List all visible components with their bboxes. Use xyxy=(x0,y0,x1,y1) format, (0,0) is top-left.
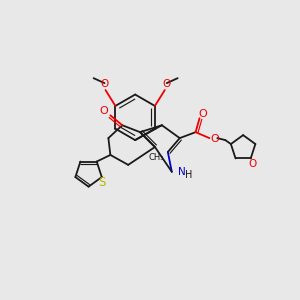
Text: CH₃: CH₃ xyxy=(148,153,164,162)
Text: O: O xyxy=(249,159,257,170)
Text: O: O xyxy=(198,109,207,119)
Text: S: S xyxy=(98,176,106,188)
Text: O: O xyxy=(163,79,171,89)
Text: H: H xyxy=(185,170,192,180)
Text: N: N xyxy=(178,167,186,177)
Text: O: O xyxy=(100,79,109,89)
Text: O: O xyxy=(210,134,219,144)
Text: O: O xyxy=(99,106,108,116)
